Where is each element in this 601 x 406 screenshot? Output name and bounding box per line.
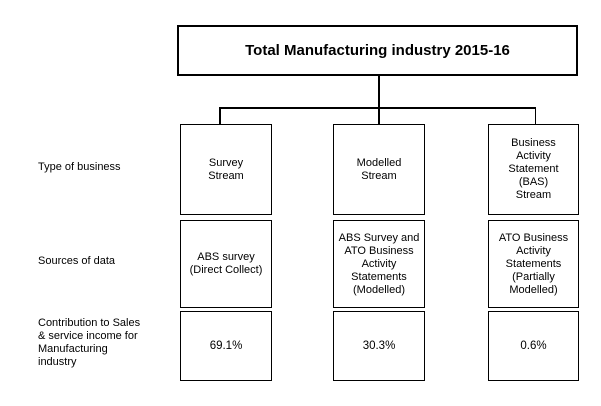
row-label-type-of-business: Type of business	[38, 161, 121, 173]
title-box: Total Manufacturing industry 2015-16	[177, 25, 578, 76]
connector-trunk-line	[378, 76, 380, 108]
row-label-sources-of-data: Sources of data	[38, 255, 116, 267]
box-bas-sources: ATO Business Activity Statements (Partia…	[488, 220, 579, 308]
survey-sources-label: ABS survey (Direct Collect)	[189, 251, 263, 276]
modelled-stream-label: Modelled Stream	[356, 156, 402, 182]
survey-contribution-value: 69.1%	[209, 339, 243, 352]
connector-stub-modelled	[378, 108, 380, 124]
box-modelled-stream: Modelled Stream	[333, 124, 425, 215]
box-survey-contribution: 69.1%	[180, 311, 272, 381]
box-survey-stream: Survey Stream	[180, 124, 272, 215]
bas-contribution-value: 0.6%	[520, 339, 547, 352]
survey-stream-label: Survey Stream	[208, 156, 244, 182]
connector-crossbar-line	[219, 107, 536, 109]
box-bas-contribution: 0.6%	[488, 311, 579, 381]
diagram-title: Total Manufacturing industry 2015-16	[245, 42, 510, 59]
box-survey-sources: ABS survey (Direct Collect)	[180, 220, 272, 308]
box-bas-stream: Business Activity Statement (BAS) Stream	[488, 124, 579, 215]
box-modelled-contribution: 30.3%	[333, 311, 425, 381]
connector-stub-bas	[534, 108, 536, 124]
modelled-contribution-value: 30.3%	[362, 339, 396, 352]
bas-sources-label: ATO Business Activity Statements (Partia…	[498, 231, 569, 296]
box-modelled-sources: ABS Survey and ATO Business Activity Sta…	[333, 220, 425, 308]
bas-stream-label: Business Activity Statement (BAS) Stream	[508, 137, 559, 201]
modelled-sources-label: ABS Survey and ATO Business Activity Sta…	[338, 231, 420, 296]
connector-stub-survey	[219, 108, 221, 124]
row-label-contribution: Contribution to Sales & service income f…	[38, 317, 141, 368]
